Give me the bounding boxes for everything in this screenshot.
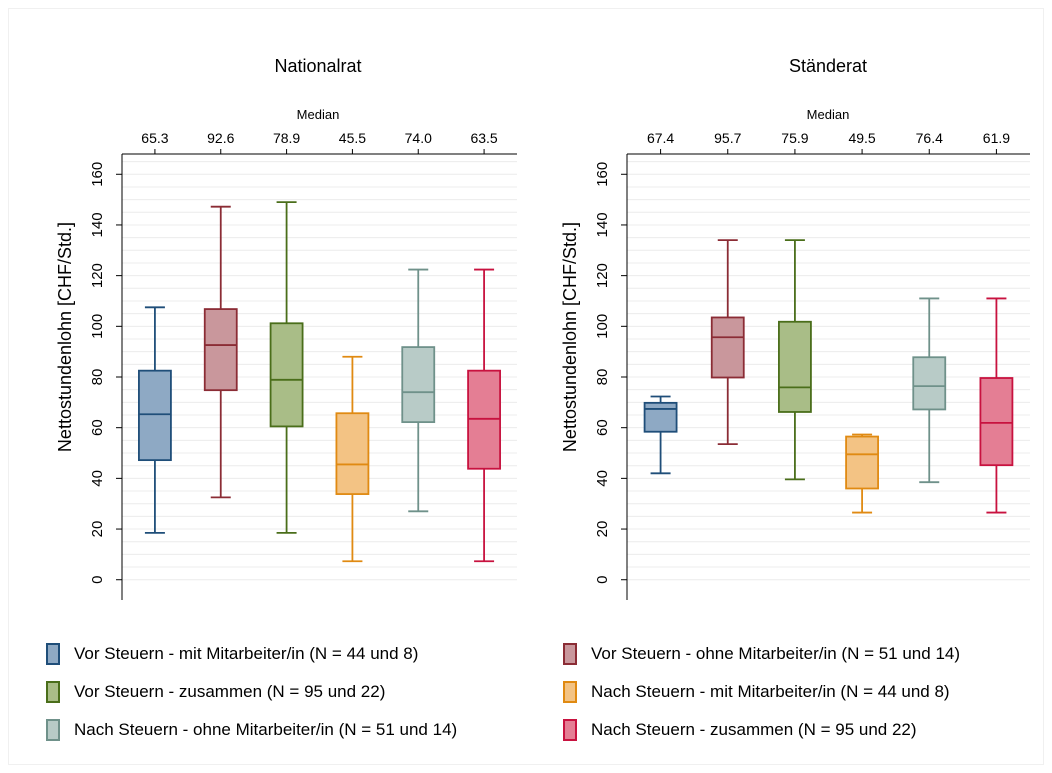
y-tick-label: 40 — [594, 470, 611, 487]
median-value-label: 74.0 — [405, 130, 432, 146]
panel-title: Ständerat — [789, 56, 867, 76]
box-iqr — [643, 401, 678, 433]
median-value-label: 65.3 — [141, 130, 168, 146]
box-iqr — [710, 316, 745, 379]
y-tick-label: 140 — [594, 212, 611, 237]
median-value-label: 76.4 — [916, 130, 943, 146]
box-iqr — [138, 369, 172, 462]
y-tick-label: 40 — [89, 470, 106, 487]
y-tick-label: 20 — [89, 521, 106, 538]
box-iqr — [401, 346, 436, 424]
box-iqr — [269, 322, 304, 428]
y-axis-label: Nettostundenlohn [CHF/Std.] — [55, 222, 75, 452]
y-tick-label: 140 — [89, 212, 106, 237]
median-value-label: 95.7 — [714, 130, 741, 146]
y-tick-label: 80 — [594, 369, 611, 386]
median-value-label: 92.6 — [207, 130, 234, 146]
y-tick-label: 0 — [89, 576, 106, 584]
box-iqr — [912, 356, 947, 411]
figure-frame — [8, 8, 1044, 765]
y-tick-label: 0 — [594, 576, 611, 584]
median-value-label: 67.4 — [647, 130, 674, 146]
box-iqr — [335, 412, 370, 495]
median-header: Median — [297, 107, 340, 122]
y-tick-label: 80 — [89, 369, 106, 386]
median-value-label: 78.9 — [273, 130, 300, 146]
median-value-label: 75.9 — [781, 130, 808, 146]
box-iqr — [845, 435, 879, 490]
box-iqr — [203, 308, 238, 392]
y-tick-label: 100 — [594, 314, 611, 339]
box-iqr — [979, 377, 1014, 467]
y-axis-label: Nettostundenlohn [CHF/Std.] — [560, 222, 580, 452]
median-header: Median — [807, 107, 850, 122]
box-iqr — [778, 320, 812, 413]
panel-title: Nationalrat — [274, 56, 361, 76]
y-tick-label: 100 — [89, 314, 106, 339]
y-tick-label: 60 — [89, 419, 106, 436]
median-value-label: 45.5 — [339, 130, 366, 146]
y-tick-label: 160 — [594, 162, 611, 187]
y-tick-label: 60 — [594, 419, 611, 436]
median-value-label: 61.9 — [983, 130, 1010, 146]
y-tick-label: 160 — [89, 162, 106, 187]
y-tick-label: 120 — [594, 263, 611, 288]
median-value-label: 63.5 — [470, 130, 497, 146]
y-tick-label: 120 — [89, 263, 106, 288]
y-tick-label: 20 — [594, 521, 611, 538]
median-value-label: 49.5 — [848, 130, 875, 146]
